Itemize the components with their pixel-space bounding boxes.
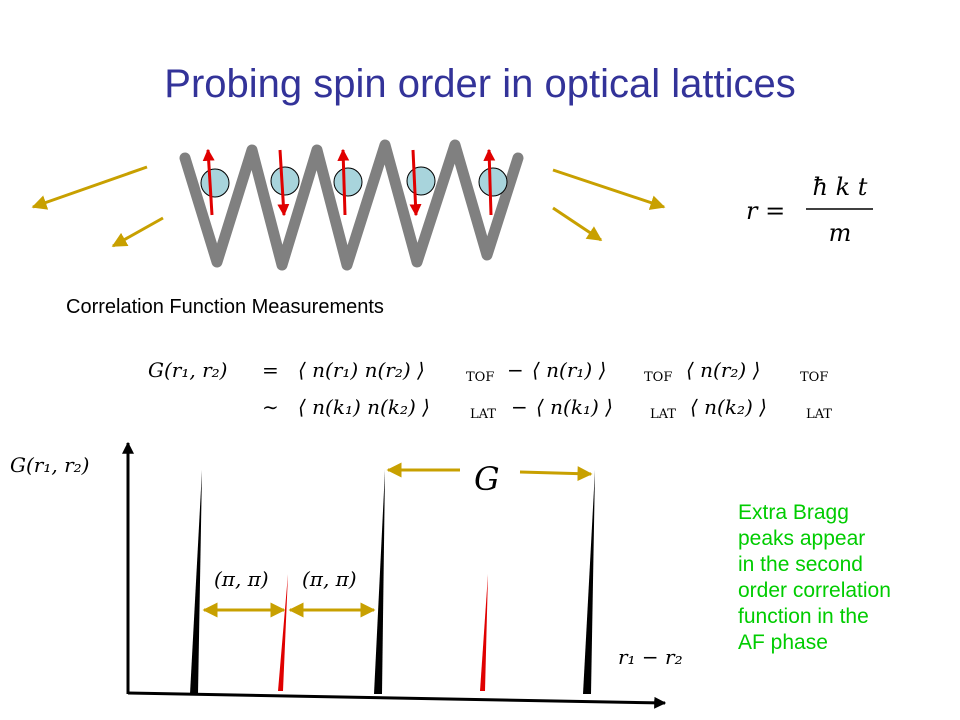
spin-down-arrow [409, 149, 422, 217]
y-axis-label: G(r₁, r₂) [10, 453, 89, 477]
correlation-equation: G(r₁, r₂) = ⟨ n(r₁) n(r₂) ⟩ TOF − ⟨ n(r₁… [148, 358, 832, 422]
eq2-sub2: LAT [650, 407, 676, 422]
eq1-sub2: TOF [644, 370, 672, 385]
note-line: in the second [738, 553, 863, 576]
eq2-sub1: LAT [470, 407, 496, 422]
spin-down-arrow [277, 149, 290, 217]
section-subtitle: Correlation Function Measurements [66, 296, 384, 318]
expansion-arrow [31, 165, 148, 210]
radius-equation: r = ħ k t m [746, 173, 873, 247]
eq1-sub1: TOF [466, 370, 494, 385]
eq2-minus: − [511, 395, 528, 419]
eq1-term3: ⟨ n(r₂) ⟩ [686, 358, 760, 382]
atom [270, 166, 300, 196]
radius-eq-numerator: ħ k t [813, 173, 868, 201]
eq2-term1: ⟨ n(k₁) n(k₂) ⟩ [298, 395, 430, 419]
note-line: order correlation [738, 579, 891, 602]
radius-eq-denominator: m [829, 219, 852, 247]
atom [200, 168, 230, 198]
radius-eq-lhs: r = [746, 197, 785, 225]
af-extra-peak [480, 574, 488, 691]
bragg-peak [374, 470, 385, 694]
expansion-arrow [552, 168, 666, 210]
optical-lattice [31, 139, 666, 271]
bragg-peaks-note: Extra Bragg peaks appear in the second o… [738, 500, 948, 656]
eq1-term2: ⟨ n(r₁) ⟩ [532, 358, 606, 382]
eq1-lhs: G(r₁, r₂) [148, 358, 227, 382]
af-extra-peak [278, 574, 288, 691]
x-axis-label: r₁ − r₂ [618, 645, 683, 669]
note-line: function in the [738, 605, 869, 628]
spin-up-arrow [483, 148, 496, 216]
note-line: AF phase [738, 631, 828, 654]
eq2-term2: ⟨ n(k₁) ⟩ [536, 395, 613, 419]
lattice-potential [179, 139, 524, 271]
expansion-arrow [552, 206, 603, 242]
atom [406, 166, 436, 196]
eq1-term1: ⟨ n(r₁) n(r₂) ⟩ [298, 358, 425, 382]
half-spacing-label-left: (π, π) [214, 567, 269, 591]
atom [333, 167, 363, 197]
bragg-peak [190, 470, 202, 694]
expansion-arrow [111, 216, 164, 248]
eq2-term3: ⟨ n(k₂) ⟩ [690, 395, 767, 419]
eq1-minus: − [507, 358, 524, 382]
note-line: Extra Bragg [738, 501, 849, 524]
x-axis [127, 691, 667, 709]
reciprocal-spacing-arrow [519, 466, 593, 482]
eq2-sim: ∼ [262, 395, 279, 419]
slide-title: Probing spin order in optical lattices [164, 62, 796, 106]
half-spacing-label-right: (π, π) [302, 567, 357, 591]
correlation-plot: G(r₁, r₂) r₁ − r₂ G (π, π) (π, π) [10, 441, 683, 709]
bragg-peak [583, 470, 595, 694]
eq2-sub3: LAT [806, 407, 832, 422]
note-line: peaks appear [738, 527, 866, 550]
atom [478, 167, 508, 197]
eq1-equals: = [262, 358, 279, 382]
spin-up-arrow [202, 148, 215, 216]
eq1-sub3: TOF [800, 370, 828, 385]
spacing-label: G [474, 460, 500, 498]
spin-up-arrow [337, 148, 350, 216]
